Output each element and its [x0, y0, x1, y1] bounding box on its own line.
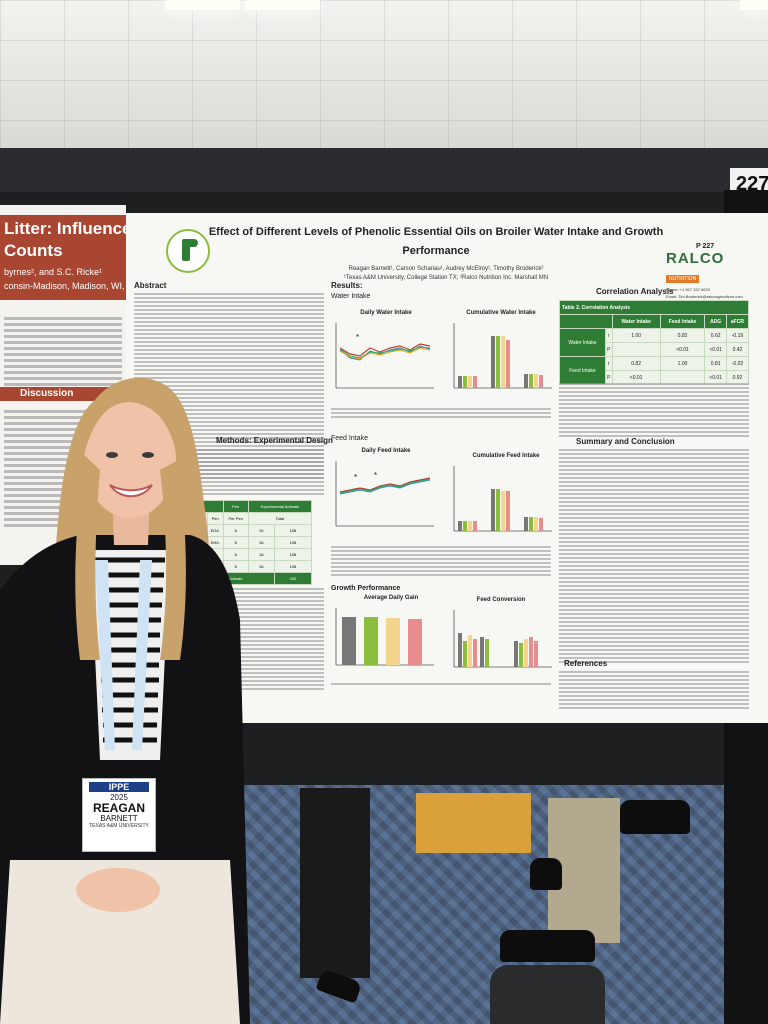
methods-text — [186, 449, 324, 497]
section-growth: Growth Performance — [331, 585, 401, 592]
badge-event: IPPE — [89, 782, 149, 792]
badge-year: 2025 — [110, 793, 128, 802]
correlation-table: Table 2. Correlation Analysis Water Inta… — [559, 300, 750, 385]
correlation-text — [559, 383, 749, 439]
tamu-logo-icon — [166, 229, 210, 273]
svg-text:*: * — [354, 473, 357, 482]
chart-title-cumulative-feed: Cumulative Feed Intake — [472, 453, 540, 459]
badge-last-name: BARNETT — [100, 814, 138, 823]
ralco-logo: P 227 RALCO NUTRITION Phone: +1 507 337 … — [666, 243, 746, 299]
poster-title: Effect of Different Levels of Phenolic E… — [208, 226, 664, 257]
adjacent-poster-header: Litter: Influence of Counts byrnes², and… — [0, 215, 126, 300]
adjacent-poster-title-line2: Counts — [4, 241, 63, 260]
contact-phone: Phone: +1 507 337 6633 — [666, 287, 710, 292]
water-results-text — [331, 408, 551, 420]
poster-number: P 227 — [696, 243, 715, 250]
adg-chart — [326, 603, 438, 673]
background-person-legs — [300, 788, 370, 978]
methods-text-more — [186, 588, 324, 692]
orange-box — [416, 793, 531, 853]
adjacent-poster-section: Discussion — [0, 387, 126, 401]
adjacent-poster-affiliation: consin-Madison, Madison, WI, USA — [4, 281, 126, 291]
badge-first-name: REAGAN — [92, 801, 145, 815]
contact-email: Email: Tim.Broderick@ralcoagriculture.co… — [666, 294, 743, 299]
presenter — [0, 360, 250, 1024]
section-references: References — [564, 659, 608, 668]
references-text — [559, 671, 749, 711]
feed-conversion-chart — [444, 605, 556, 675]
daily-water-chart: * — [326, 318, 438, 398]
svg-text:*: * — [374, 471, 377, 480]
name-badge: IPPE 2025 REAGAN BARNETT TEXAS A&M UNIVE… — [82, 778, 156, 852]
feed-results-text — [331, 546, 551, 578]
ceiling-light — [165, 0, 240, 10]
background-shoe — [500, 930, 595, 962]
chart-title-cumulative-water: Cumulative Water Intake — [466, 310, 536, 316]
ralco-brand-sub: NUTRITION — [666, 275, 700, 283]
section-water-intake: Water Intake — [331, 293, 371, 300]
cumulative-water-chart — [444, 318, 556, 398]
ralco-brand: RALCO — [666, 250, 725, 267]
badge-organization: TEXAS A&M UNIVERSITY — [89, 823, 149, 829]
growth-results-text — [331, 683, 551, 687]
poster-authors: Reagan Barnett¹, Carson Schariau¹, Audre… — [316, 265, 576, 283]
adjacent-poster-text — [4, 317, 122, 389]
background-shoe — [530, 858, 562, 890]
svg-text:*: * — [356, 333, 359, 342]
ceiling-light — [740, 0, 768, 10]
background-backpack — [490, 965, 605, 1024]
cumulative-feed-chart — [444, 461, 556, 541]
poster-board-header — [0, 148, 768, 192]
section-summary: Summary and Conclusion — [576, 437, 675, 446]
poster-affiliations: ¹Texas A&M University, College Station T… — [343, 275, 549, 281]
chart-title-daily-water: Daily Water Intake — [360, 310, 412, 316]
section-results: Results: — [331, 281, 363, 290]
background-shoe — [620, 800, 690, 834]
ceiling — [0, 0, 768, 150]
adjacent-poster-title: Litter: Influence of — [4, 219, 126, 238]
ceiling-light — [245, 0, 320, 10]
section-abstract: Abstract — [134, 281, 167, 290]
chart-title-daily-feed: Daily Feed Intake — [361, 448, 411, 454]
poster-author-list: Reagan Barnett¹, Carson Schariau¹, Audre… — [348, 266, 544, 272]
chart-title-feed-conversion: Feed Conversion — [476, 597, 526, 603]
summary-text — [559, 449, 749, 665]
section-feed-intake: Feed Intake — [331, 435, 368, 442]
section-correlation: Correlation Analysis — [596, 287, 674, 296]
section-methods: Methods: Experimental Design — [216, 436, 333, 445]
adjacent-poster-authors: byrnes², and S.C. Ricke¹ — [4, 267, 103, 277]
daily-feed-chart: * * — [326, 456, 438, 536]
chart-title-adg: Average Daily Gain — [363, 595, 419, 601]
